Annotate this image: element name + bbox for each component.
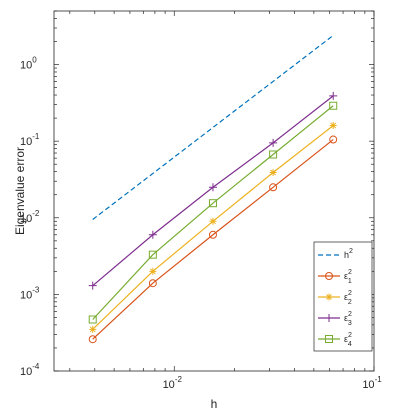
series-2-point <box>329 135 338 144</box>
x-tick-label: 10-2 <box>163 375 183 391</box>
series-4 <box>88 91 338 290</box>
series-1-line <box>92 34 334 220</box>
legend-label-sup: 2 <box>348 332 352 339</box>
legend-label-sub: 3 <box>348 320 352 327</box>
y-tick-label-exp: -2 <box>32 209 40 218</box>
x-tick-label-exp: -2 <box>175 375 183 384</box>
series-5-point <box>269 150 278 159</box>
y-tick-label-exp: -1 <box>32 132 40 141</box>
series-5-point <box>329 101 338 110</box>
series-2-point <box>208 230 217 239</box>
x-axis-label: h <box>211 397 218 411</box>
legend-label: ε2 3 <box>344 311 352 327</box>
x-tick-label: 10-1 <box>362 375 382 391</box>
legend-entry-5: ε2 4 <box>318 332 352 348</box>
series-4-point <box>329 91 338 100</box>
legend-marker <box>325 335 333 343</box>
legend-label: ε2 2 <box>344 290 352 306</box>
y-tick-label: 100 <box>20 56 37 72</box>
series-3-point <box>329 122 337 130</box>
series-layer <box>88 34 338 344</box>
legend-label: ε2 1 <box>344 269 352 285</box>
y-tick-label-exp: 0 <box>32 56 37 65</box>
series-5-point <box>148 250 157 259</box>
series-4-point <box>269 138 278 147</box>
y-tick-label-base: 10 <box>20 289 32 301</box>
legend-label-sub: 2 <box>348 299 352 306</box>
legend-marker <box>325 293 333 301</box>
legend-entry-3: ε2 2 <box>318 290 352 306</box>
legend-entry-1: h2 <box>318 248 353 260</box>
legend-marker <box>325 272 333 280</box>
x-tick-label-exp: -1 <box>375 375 383 384</box>
y-tick-label-base: 10 <box>20 213 32 225</box>
legend-label-sup: 2 <box>348 311 352 318</box>
legend-label-base: ε <box>344 292 348 302</box>
legend-marker <box>325 314 333 322</box>
series-5-point <box>208 199 217 208</box>
y-tick-label-base: 10 <box>20 366 32 378</box>
legend-label-sup: 2 <box>348 269 352 276</box>
series-1 <box>92 34 334 220</box>
y-tick-label-base: 10 <box>20 60 32 72</box>
legend-label-sup: 2 <box>348 290 352 297</box>
series-3-point <box>209 217 217 225</box>
y-axis-label: Eigenvalue error <box>13 147 27 235</box>
series-2-point <box>269 183 278 192</box>
legend-label: h2 <box>344 248 353 260</box>
series-2-point <box>148 279 157 288</box>
legend-label-sup: 2 <box>349 248 353 255</box>
series-3-point <box>89 325 97 333</box>
y-tick-label-base: 10 <box>20 136 32 148</box>
series-2-point <box>88 335 97 344</box>
series-3-point <box>269 168 277 176</box>
x-tick-label-base: 10 <box>362 379 374 391</box>
y-tick-label-exp: -3 <box>32 285 40 294</box>
legend-label-base: ε <box>344 334 348 344</box>
series-5-line <box>92 105 334 320</box>
legend-label-sub: 4 <box>348 341 352 348</box>
legend-label: ε2 4 <box>344 332 352 348</box>
series-5 <box>88 101 338 324</box>
series-2 <box>88 135 338 344</box>
legend-entry-2: ε2 1 <box>318 269 352 285</box>
legend-label-base: ε <box>344 313 348 323</box>
series-4-point <box>88 281 97 290</box>
series-5-point <box>88 315 97 324</box>
legend-label-base: h <box>344 250 349 260</box>
y-tick-label: 10-4 <box>20 362 40 378</box>
series-2-line <box>92 139 334 340</box>
legend-entry-4: ε2 3 <box>318 311 352 327</box>
y-tick-label: 10-1 <box>20 132 40 148</box>
legend-label-base: ε <box>344 271 348 281</box>
y-tick-label-exp: -4 <box>32 362 40 371</box>
series-4-point <box>148 230 157 239</box>
y-tick-label: 10-2 <box>20 209 40 225</box>
y-tick-label: 10-3 <box>20 285 40 301</box>
series-3 <box>89 122 337 333</box>
series-4-point <box>208 183 217 192</box>
x-tick-label-base: 10 <box>163 379 175 391</box>
legend-label-sub: 1 <box>348 278 352 285</box>
series-3-point <box>149 267 157 275</box>
